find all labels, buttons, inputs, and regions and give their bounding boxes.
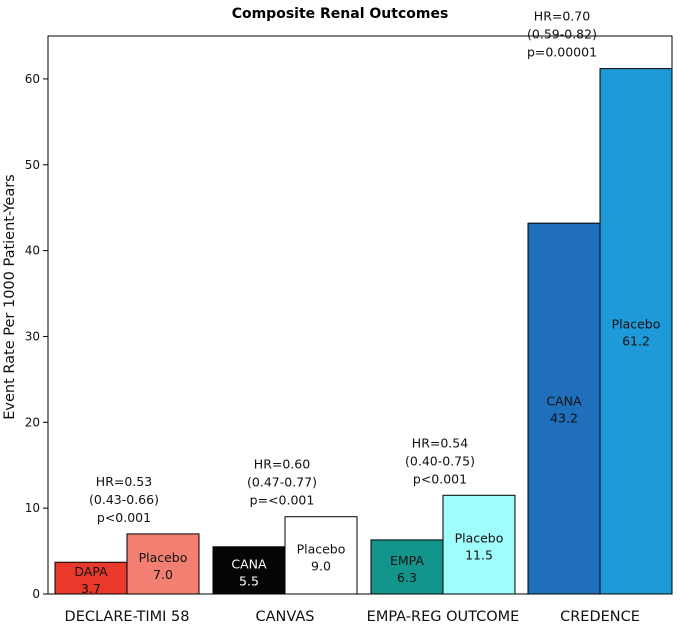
annotation-line: HR=0.70 bbox=[534, 9, 590, 24]
bar-group-canvas: CANA 5.5 Placebo 9.0 bbox=[212, 516, 358, 595]
y-axis-label: Event Rate Per 1000 Patient-Years bbox=[2, 174, 18, 420]
bar-value-label: 61.2 bbox=[622, 333, 650, 348]
hazard-ratio-annotations: HR=0.53 (0.43-0.66) p<0.001 HR=0.60 (0.47-0.… bbox=[89, 9, 597, 525]
category-label-credence: CREDENCE bbox=[560, 609, 640, 625]
bar-series-label: CANA bbox=[546, 394, 582, 409]
category-label-declare-timi-58: DECLARE-TIMI 58 bbox=[65, 609, 190, 625]
bar-value-label: 5.5 bbox=[239, 573, 259, 588]
y-tick-label: 20 bbox=[25, 415, 40, 429]
y-tick-label: 30 bbox=[25, 329, 40, 343]
y-axis: 0 10 20 30 40 50 60 bbox=[25, 72, 48, 601]
bar-empa-empa-reg-outcome bbox=[370, 539, 444, 595]
bar-series-label: EMPA bbox=[390, 553, 424, 568]
y-tick-label: 40 bbox=[25, 244, 40, 258]
bar-series-label: Placebo bbox=[612, 316, 661, 331]
annotation-line: (0.43-0.66) bbox=[89, 492, 159, 507]
category-label-empa-reg-outcome: EMPA-REG OUTCOME bbox=[367, 609, 520, 625]
bar-series-label: Placebo bbox=[455, 531, 504, 546]
annotation-line: p<0.001 bbox=[413, 471, 467, 486]
y-tick-label: 0 bbox=[32, 587, 40, 601]
bar-group-empa-reg-outcome: EMPA 6.3 Placebo 11.5 bbox=[370, 494, 516, 595]
bar-placebo-empa-reg-outcome bbox=[442, 494, 516, 595]
bar-value-label: 11.5 bbox=[465, 548, 493, 563]
bar-group-declare-timi-58: DAPA 3.7 Placebo 7.0 bbox=[54, 533, 200, 596]
annotation-line: p=<0.001 bbox=[250, 493, 315, 508]
annotation-line: p<0.001 bbox=[97, 510, 151, 525]
y-tick-label: 50 bbox=[25, 158, 40, 172]
annotation-line: HR=0.54 bbox=[412, 435, 468, 450]
bar-value-label: 9.0 bbox=[311, 558, 331, 573]
bar-group-credence: CANA 43.2 Placebo 61.2 bbox=[527, 68, 673, 595]
annotation-line: HR=0.53 bbox=[96, 474, 152, 489]
bar-value-label: 43.2 bbox=[550, 411, 578, 426]
bar-groups: DAPA 3.7 Placebo 7.0 CANA 5.5 Placebo 9.0 EMPA 6.… bbox=[54, 68, 673, 596]
bar-value-label: 3.7 bbox=[81, 581, 101, 596]
bar-cana-credence bbox=[527, 222, 601, 595]
annotation-line: p=0.00001 bbox=[527, 45, 597, 60]
bar-placebo-declare-timi-58 bbox=[126, 533, 200, 595]
bar-cana-canvas bbox=[212, 546, 286, 595]
category-labels: DECLARE-TIMI 58 CANVAS EMPA-REG OUTCOME CRE… bbox=[65, 609, 640, 625]
bar-series-label: Placebo bbox=[297, 541, 346, 556]
annotation-line: HR=0.60 bbox=[254, 457, 310, 472]
annotation-line: (0.47-0.77) bbox=[247, 475, 317, 490]
bar-series-label: CANA bbox=[231, 556, 267, 571]
y-tick-label: 10 bbox=[25, 501, 40, 515]
category-label-canvas: CANVAS bbox=[255, 609, 314, 625]
y-tick-label: 60 bbox=[25, 72, 40, 86]
bar-series-label: Placebo bbox=[139, 550, 188, 565]
bar-value-label: 7.0 bbox=[153, 567, 173, 582]
bar-placebo-credence bbox=[599, 68, 673, 595]
bar-placebo-canvas bbox=[284, 516, 358, 595]
annotation-line: (0.59-0.82) bbox=[527, 27, 597, 42]
chart-title: Composite Renal Outcomes bbox=[232, 6, 449, 22]
bar-value-label: 6.3 bbox=[397, 570, 417, 585]
bar-series-label: DAPA bbox=[74, 564, 108, 579]
bar-dapa-declare-timi-58 bbox=[54, 561, 128, 595]
annotation-line: (0.40-0.75) bbox=[405, 453, 475, 468]
